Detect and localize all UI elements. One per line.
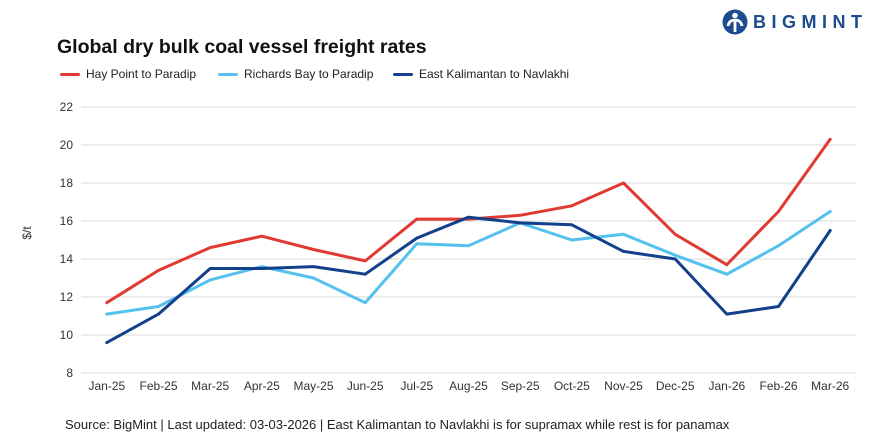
chart-title: Global dry bulk coal vessel freight rate… [57, 36, 427, 58]
legend-item-hay-point-to-paradip: Hay Point to Paradip [60, 66, 196, 82]
data-point [312, 265, 315, 268]
data-point [828, 210, 832, 213]
data-point [777, 210, 780, 213]
y-tick-label: 22 [60, 100, 74, 114]
data-point [363, 259, 367, 263]
data-point [725, 272, 729, 276]
data-point [208, 267, 212, 270]
data-point [467, 244, 470, 248]
x-tick-label: Jan-25 [88, 379, 125, 393]
data-point [570, 204, 574, 208]
x-tick-label: Oct-25 [554, 379, 590, 393]
y-axis-title: $/t [20, 226, 34, 240]
y-tick-label: 20 [60, 138, 74, 152]
data-point [105, 301, 109, 305]
data-point [467, 215, 470, 219]
x-tick-label: Jan-26 [708, 379, 745, 393]
x-tick-label: Apr-25 [244, 379, 280, 393]
legend-label: Richards Bay to Paradip [244, 67, 374, 81]
data-point [622, 250, 625, 253]
data-point [157, 269, 160, 272]
legend-swatch [393, 72, 413, 76]
y-tick-label: 8 [66, 366, 73, 380]
y-tick-label: 10 [60, 328, 74, 342]
x-tick-label: Feb-26 [759, 379, 797, 393]
data-point [105, 312, 109, 316]
data-point [518, 221, 522, 225]
x-tick-label: Aug-25 [449, 379, 488, 393]
legend-label: Hay Point to Paradip [86, 67, 197, 81]
data-point [157, 305, 160, 308]
data-point [725, 312, 729, 316]
data-point [828, 229, 832, 232]
series-east-kalimantan-to-navlakhi [105, 215, 832, 345]
data-point [725, 263, 729, 267]
y-tick-label: 12 [60, 290, 74, 304]
data-point [673, 232, 677, 236]
data-point [570, 223, 574, 227]
x-tick-label: Sep-25 [501, 379, 540, 393]
data-point [157, 312, 160, 316]
legend-swatch [60, 72, 80, 76]
y-axis-ticks: 8 10 12 14 16 18 20 22 [60, 100, 74, 380]
x-tick-label: Nov-25 [604, 379, 643, 393]
bigmint-globe-figure-icon [722, 9, 748, 35]
data-point [673, 253, 677, 257]
data-point [415, 242, 419, 246]
data-point [777, 305, 780, 308]
data-point [208, 278, 212, 282]
x-tick-label: May-25 [293, 379, 333, 393]
source-note: Source: BigMint | Last updated: 03-03-20… [65, 417, 730, 432]
data-point [312, 248, 315, 251]
y-tick-label: 16 [60, 214, 74, 228]
data-point [260, 267, 264, 270]
data-point [622, 232, 625, 236]
x-tick-label: Jul-25 [400, 379, 433, 393]
x-tick-label: Jun-25 [347, 379, 384, 393]
legend-item-richards-bay-to-paradip: Richards Bay to Paradip [218, 66, 373, 82]
x-axis-ticks: Jan-25 Feb-25 Mar-25 Apr-25 May-25 Jun-25 Jul-… [88, 379, 849, 393]
data-point [415, 217, 419, 221]
y-tick-label: 14 [60, 252, 74, 266]
legend-label: East Kalimantan to Navlakhi [419, 67, 570, 81]
data-point [312, 276, 315, 280]
x-tick-label: Mar-26 [811, 379, 849, 393]
data-point [105, 341, 109, 344]
x-tick-label: Feb-25 [139, 379, 177, 393]
x-tick-label: Mar-25 [191, 379, 229, 393]
data-point [622, 181, 625, 185]
legend-swatch [218, 72, 238, 76]
data-point [363, 272, 367, 276]
logo-wordmark: BIGMINT [753, 12, 868, 32]
y-tick-label: 18 [60, 176, 74, 190]
data-point [570, 238, 574, 242]
data-point [208, 246, 212, 250]
data-point [673, 257, 677, 261]
series-lines [105, 137, 832, 345]
gridlines [81, 106, 856, 374]
bigmint-logo: BIGMINT [722, 9, 868, 35]
data-point [363, 301, 367, 305]
data-point [777, 244, 780, 248]
data-point [260, 234, 264, 238]
data-point [415, 236, 419, 240]
data-point [518, 213, 522, 217]
legend-item-east-kalimantan-to-navlakhi: East Kalimantan to Navlakhi [393, 66, 569, 82]
x-tick-label: Dec-25 [656, 379, 695, 393]
data-point [828, 137, 832, 141]
